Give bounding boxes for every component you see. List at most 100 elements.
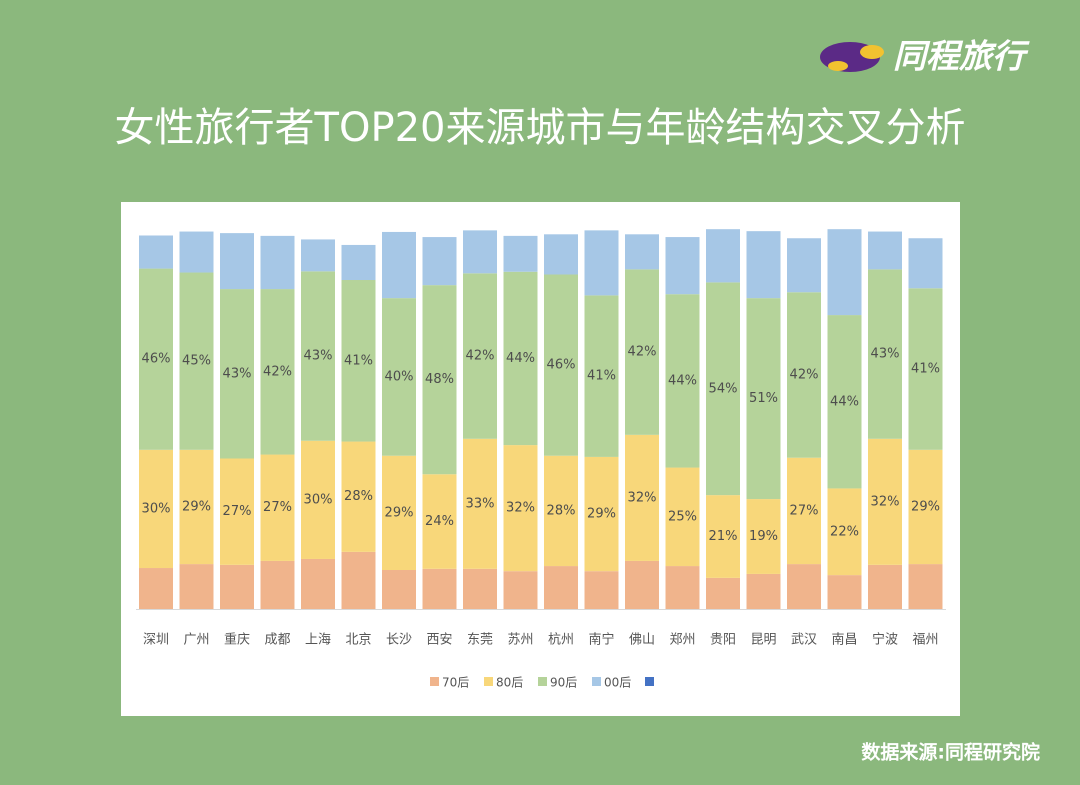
data-label: 43% [871, 347, 900, 362]
logo: 同程旅行 [820, 37, 1030, 76]
x-tick-label: 南宁 [588, 632, 614, 648]
data-label: 44% [668, 373, 697, 388]
bar-segment [625, 234, 659, 270]
data-label: 46% [142, 352, 171, 367]
x-tick-label: 东莞 [467, 633, 493, 648]
data-label: 51% [749, 391, 778, 406]
x-tick-label: 成都 [264, 633, 290, 648]
data-label: 29% [385, 505, 414, 520]
bar-segment [220, 233, 254, 290]
bar-segment [908, 449, 943, 565]
bar-segment [746, 499, 781, 574]
legend-label: 80后 [496, 676, 523, 690]
x-tick-label: 福州 [912, 633, 938, 648]
bar-segment [503, 571, 538, 609]
bar-segment [382, 455, 416, 570]
bar-segment [706, 282, 740, 496]
bar-segment [301, 271, 335, 441]
data-label: 29% [587, 507, 616, 522]
bar-segment [179, 564, 214, 609]
legend-label: 00后 [604, 676, 631, 690]
data-label: 19% [749, 529, 778, 544]
x-tick-label: 郑州 [669, 633, 695, 648]
bar-segment [139, 268, 173, 450]
bar-segment [463, 568, 497, 609]
bar-segment [422, 474, 457, 569]
bar-segment [139, 235, 173, 269]
data-label: 25% [668, 509, 697, 524]
logo-icon [828, 61, 848, 71]
legend-swatch [538, 677, 547, 686]
bar-segment [341, 441, 376, 552]
bar-segment [544, 234, 578, 275]
data-label: 32% [871, 494, 900, 509]
bar-segment [139, 568, 173, 609]
bar-segment [625, 269, 659, 435]
bar-segment [868, 269, 902, 439]
data-label: 33% [466, 496, 495, 511]
x-tick-label: 贵阳 [710, 633, 736, 648]
bar-segment [260, 454, 295, 561]
bar-segment [422, 237, 457, 286]
bar-segment [382, 569, 416, 609]
data-label: 44% [506, 351, 535, 366]
bar-segment [746, 573, 781, 609]
bar-segment [341, 244, 376, 281]
data-label: 48% [425, 372, 454, 387]
data-label: 43% [223, 366, 252, 381]
data-label: 41% [344, 353, 373, 368]
bar-segment [787, 564, 821, 609]
bar-segment [868, 564, 902, 609]
bar-segment [868, 438, 902, 565]
bar-segment [463, 438, 497, 569]
bar-segment [503, 235, 538, 272]
data-label: 29% [911, 499, 940, 514]
bar-segment [787, 457, 821, 565]
legend-label: 70后 [442, 676, 469, 690]
source: 数据来源:同程研究院 [861, 741, 1040, 764]
bar-segment [787, 292, 821, 458]
data-label: 40% [385, 369, 414, 384]
x-tick-label: 南昌 [831, 632, 857, 648]
x-tick-label: 西安 [426, 633, 452, 648]
data-label: 41% [911, 362, 940, 377]
bar-segment [584, 230, 619, 296]
bar-segment [382, 298, 416, 456]
bar-segment [544, 274, 578, 456]
data-label: 42% [263, 364, 292, 379]
bar-segment [301, 440, 335, 559]
chart-title: 女性旅行者TOP20来源城市与年龄结构交叉分析 [115, 105, 966, 151]
bar-segment [301, 239, 335, 272]
bar-segment [665, 237, 700, 295]
bar-segment [827, 229, 862, 316]
bar-segment [220, 458, 254, 565]
data-label: 45% [182, 354, 211, 369]
logo-icon [860, 45, 884, 59]
bar-segment [584, 295, 619, 457]
data-label: 30% [142, 501, 171, 516]
data-label: 46% [547, 358, 576, 373]
bar-segment [503, 271, 538, 446]
x-tick-label: 上海 [305, 633, 331, 648]
bar-segment [422, 285, 457, 475]
data-label: 42% [466, 349, 495, 364]
legend-swatch [645, 677, 654, 686]
data-label: 24% [425, 514, 454, 529]
data-label: 28% [344, 489, 373, 504]
x-tick-label: 宁波 [872, 632, 898, 648]
bar-segment [382, 231, 416, 299]
bar-segment [665, 294, 700, 468]
bar-segment [179, 231, 214, 273]
legend-swatch [430, 677, 439, 686]
bar-segment [665, 467, 700, 567]
data-label: 27% [790, 503, 819, 518]
bar-segment [908, 564, 943, 609]
bar-segment [463, 230, 497, 274]
bar-segment [584, 456, 619, 572]
x-tick-label: 苏州 [507, 632, 533, 648]
bar-segment [544, 455, 578, 567]
x-tick-label: 深圳 [143, 633, 169, 648]
data-label: 27% [223, 504, 252, 519]
bar-segment [179, 449, 214, 565]
